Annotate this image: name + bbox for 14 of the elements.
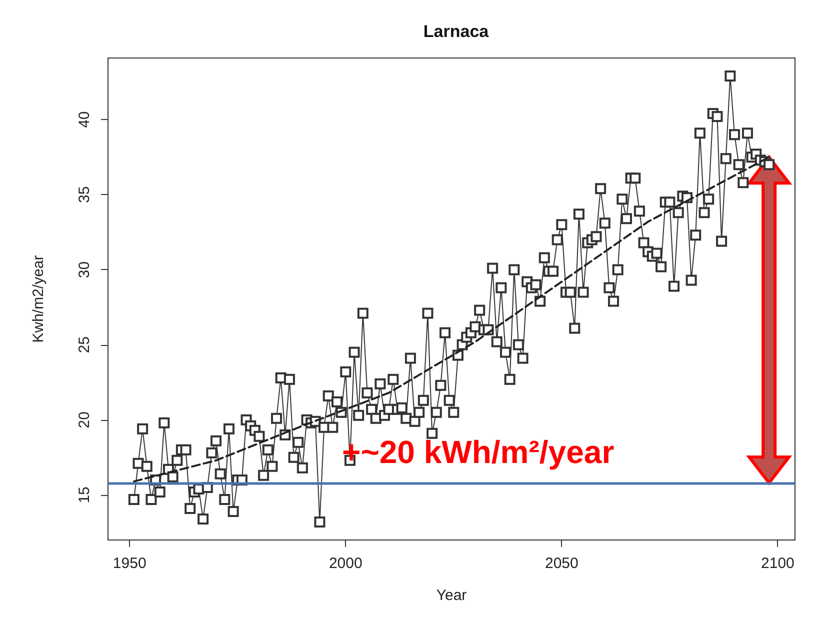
y-tick-label: 20 bbox=[76, 412, 93, 428]
x-tick-label: 2050 bbox=[544, 555, 578, 572]
x-tick-label: 2100 bbox=[761, 555, 794, 572]
x-axis-title: Year bbox=[436, 587, 467, 604]
x-tick-label: 1950 bbox=[112, 555, 146, 572]
line-series bbox=[132, 156, 770, 482]
chart-title: Larnaca bbox=[423, 22, 490, 41]
x-tick-label: 2000 bbox=[328, 555, 362, 572]
y-axis-title: Kwh/m2/year bbox=[30, 255, 47, 343]
y-tick-label: 15 bbox=[76, 486, 93, 504]
y-tick-label: 25 bbox=[76, 336, 93, 354]
y-tick-label: 30 bbox=[76, 261, 93, 278]
y-tick-label: 40 bbox=[76, 111, 93, 128]
y-tick-label: 35 bbox=[76, 186, 93, 203]
